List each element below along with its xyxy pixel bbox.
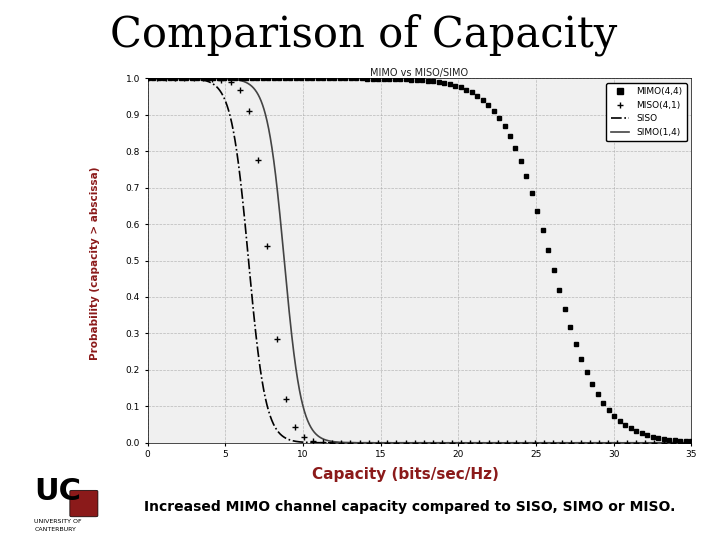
Legend: MIMO(4,4), MISO(4,1), SISO, SIMO(1,4): MIMO(4,4), MISO(4,1), SISO, SIMO(1,4) xyxy=(606,83,687,141)
Text: Capacity (bits/sec/Hz): Capacity (bits/sec/Hz) xyxy=(312,467,498,482)
Text: Increased MIMO channel capacity compared to SISO, SIMO or MISO.: Increased MIMO channel capacity compared… xyxy=(144,500,675,514)
Text: Comparison of Capacity: Comparison of Capacity xyxy=(110,14,617,56)
FancyBboxPatch shape xyxy=(70,490,98,517)
Text: Probability (capacity > abscissa): Probability (capacity > abscissa) xyxy=(91,166,100,360)
Text: CANTERBURY: CANTERBURY xyxy=(35,528,76,532)
Text: UNIVERSITY OF: UNIVERSITY OF xyxy=(35,519,82,524)
Text: UC: UC xyxy=(35,476,81,505)
Title: MIMO vs MISO/SIMO: MIMO vs MISO/SIMO xyxy=(370,68,469,78)
